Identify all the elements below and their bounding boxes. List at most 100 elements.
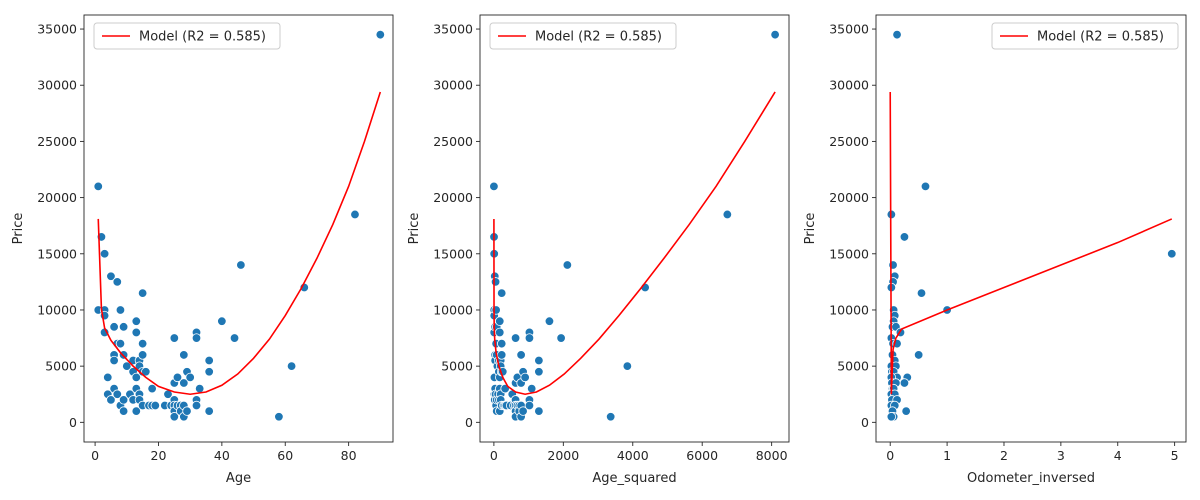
x-tick-label: 1 <box>943 448 951 463</box>
x-tick-label: 6000 <box>686 448 718 463</box>
data-point <box>217 316 227 326</box>
data-point <box>106 395 116 405</box>
data-point <box>916 288 927 298</box>
model-curve <box>97 91 382 396</box>
data-point <box>495 327 505 338</box>
model-curve <box>493 91 776 396</box>
legend-label: Model (R2 = 0.585) <box>1037 30 1164 45</box>
data-point <box>179 378 189 388</box>
data-point <box>286 361 297 371</box>
data-point <box>899 232 910 242</box>
data-point <box>229 333 240 343</box>
y-tick-label: 10000 <box>433 302 473 317</box>
data-point <box>901 406 911 416</box>
data-point <box>191 333 202 343</box>
data-point <box>524 400 535 411</box>
y-tick-label: 30000 <box>433 78 473 93</box>
y-tick-label: 0 <box>465 415 473 430</box>
y-tick-label: 30000 <box>37 78 77 93</box>
data-point <box>496 338 507 349</box>
x-tick-label: 40 <box>214 448 230 463</box>
y-tick-label: 30000 <box>829 78 869 93</box>
data-point <box>172 372 183 383</box>
data-point <box>524 333 535 343</box>
data-point <box>112 389 122 399</box>
data-point <box>141 367 151 377</box>
data-point <box>150 400 161 411</box>
data-point <box>122 361 132 371</box>
y-tick-label: 35000 <box>37 22 77 37</box>
data-point <box>886 412 897 422</box>
y-tick-label: 20000 <box>37 190 77 205</box>
data-point <box>99 249 110 259</box>
data-point <box>109 355 119 366</box>
y-tick-label: 35000 <box>433 22 473 37</box>
data-point <box>112 277 122 287</box>
data-point <box>194 383 205 394</box>
data-point <box>490 277 501 287</box>
model-curve <box>889 91 1173 395</box>
data-point <box>562 260 573 270</box>
data-point <box>520 372 530 383</box>
y-tick-label: 35000 <box>829 22 869 37</box>
x-tick-label: 20 <box>151 448 167 463</box>
y-tick-label: 10000 <box>829 302 869 317</box>
x-tick-label: 8000 <box>756 448 788 463</box>
data-point <box>375 29 386 40</box>
y-tick-label: 25000 <box>433 134 473 149</box>
x-tick-label: 2 <box>1000 448 1008 463</box>
y-axis-label: Price <box>11 213 26 245</box>
legend-box <box>93 22 281 50</box>
data-point <box>137 350 148 360</box>
y-tick-label: 15000 <box>37 246 77 261</box>
data-point <box>556 333 566 343</box>
data-point <box>899 378 910 388</box>
y-tick-label: 10000 <box>37 302 77 317</box>
axes-frame <box>479 14 790 443</box>
x-tick-label: 0 <box>91 448 99 463</box>
data-point <box>496 288 507 298</box>
x-tick-label: 80 <box>341 448 357 463</box>
data-point <box>169 333 180 343</box>
data-point <box>534 367 544 377</box>
y-tick-label: 5000 <box>45 359 77 374</box>
data-point <box>913 350 924 360</box>
data-point <box>544 316 555 326</box>
y-axis-label: Price <box>407 213 422 245</box>
legend-label: Model (R2 = 0.585) <box>139 30 266 45</box>
data-point <box>622 361 633 371</box>
data-point <box>516 350 526 360</box>
data-point <box>118 395 129 405</box>
data-point <box>131 372 141 383</box>
y-tick-label: 15000 <box>829 246 869 261</box>
x-axis-label: Age_squared <box>592 471 676 486</box>
y-tick-label: 5000 <box>837 359 869 374</box>
x-tick-label: 3 <box>1057 448 1065 463</box>
data-point <box>118 406 129 416</box>
data-point <box>495 316 505 326</box>
data-point <box>236 260 246 270</box>
x-tick-label: 0 <box>886 448 894 463</box>
data-point <box>131 316 141 326</box>
data-point <box>109 322 119 332</box>
legend: Model (R2 = 0.585) <box>93 22 281 50</box>
data-point <box>534 406 544 416</box>
data-point <box>131 406 141 416</box>
data-point <box>115 338 126 349</box>
x-axis-label: Age <box>226 471 251 486</box>
data-point <box>93 181 103 192</box>
data-point <box>920 181 931 192</box>
y-tick-label: 0 <box>69 415 77 430</box>
data-point <box>770 29 780 40</box>
y-tick-label: 20000 <box>829 190 869 205</box>
data-point <box>722 209 733 220</box>
data-point <box>118 322 129 332</box>
data-point <box>115 305 126 315</box>
subplot-2: 0 2000 4000 6000 8000 0 5000 10000 15000 20000 250… <box>407 14 790 486</box>
data-point <box>496 350 507 360</box>
data-point <box>605 412 616 422</box>
x-tick-label: 5 <box>1171 448 1179 463</box>
scatter-points <box>886 29 1177 422</box>
data-point <box>182 406 192 416</box>
